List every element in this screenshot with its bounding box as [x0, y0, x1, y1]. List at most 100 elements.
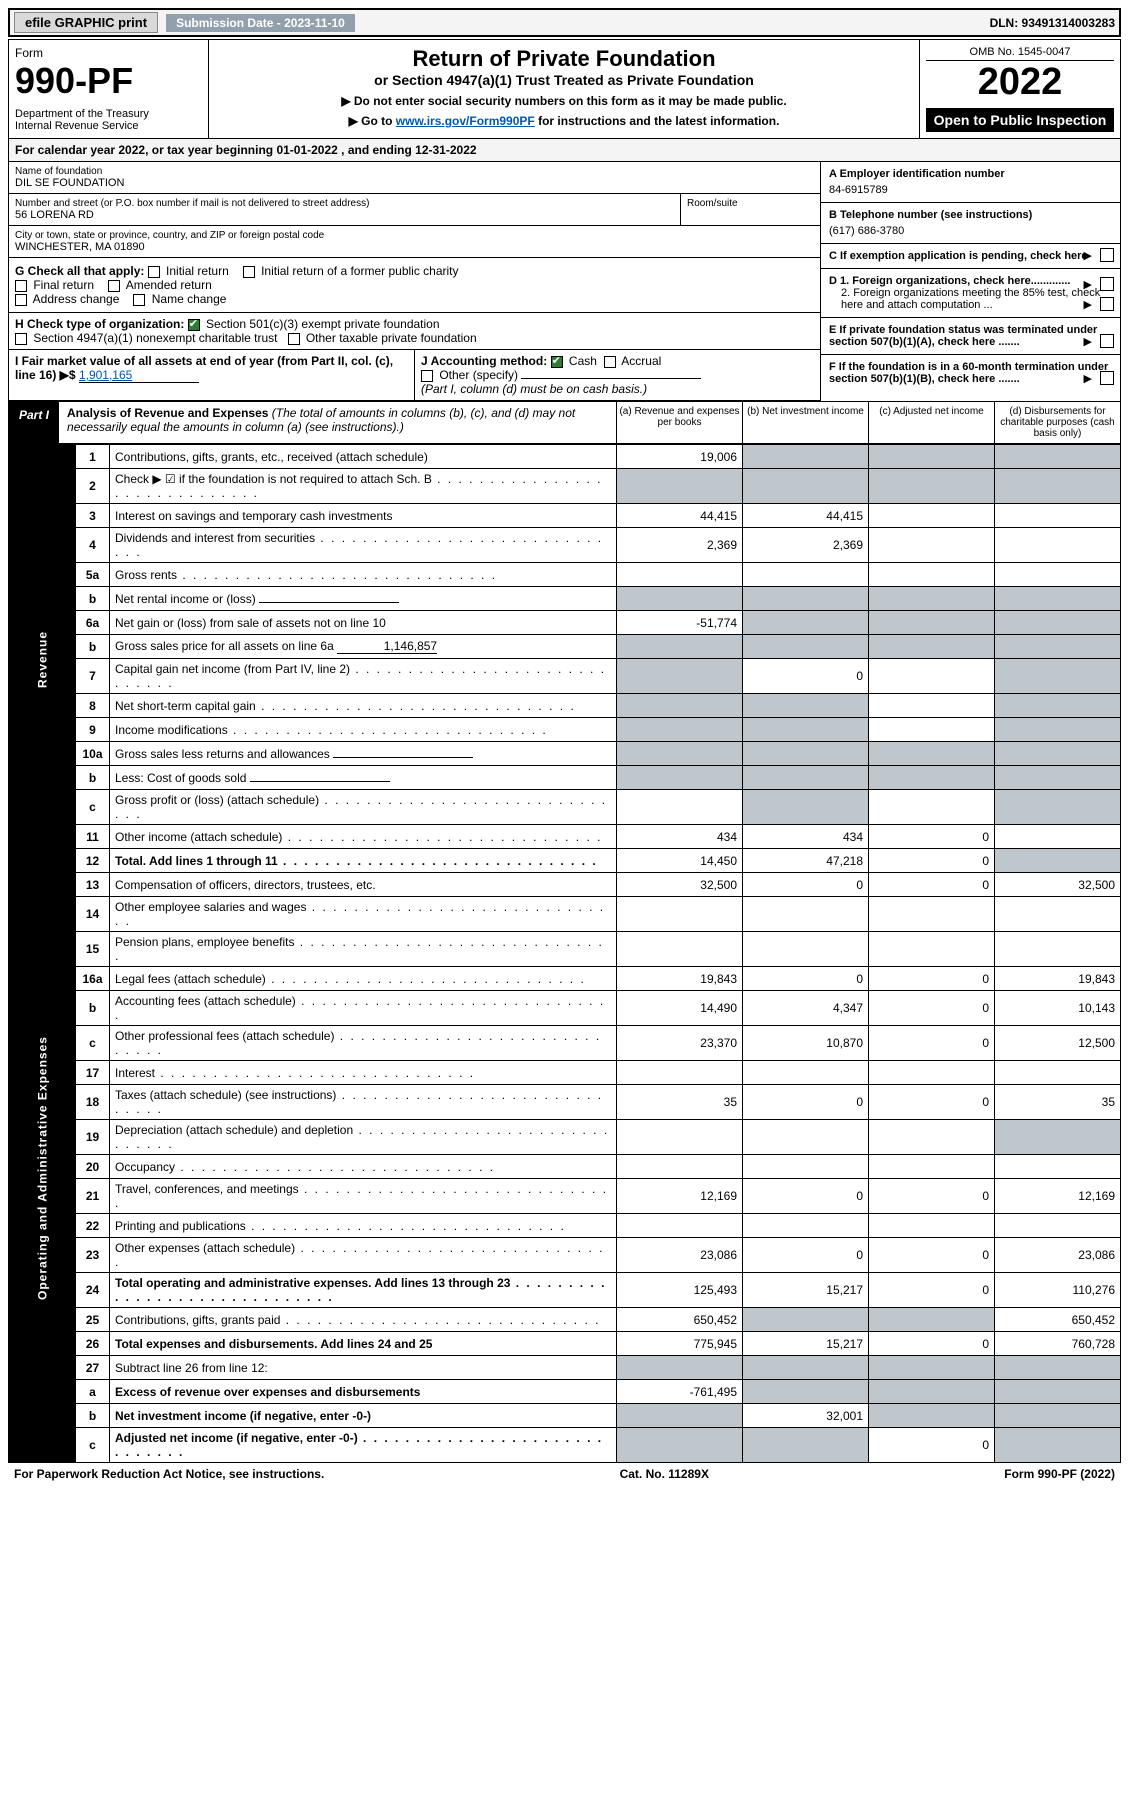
j-cash-checkbox[interactable]	[551, 356, 563, 368]
table-row: 3Interest on savings and temporary cash …	[9, 504, 1121, 528]
table-row: cAdjusted net income (if negative, enter…	[9, 1428, 1121, 1463]
d1-checkbox[interactable]	[1100, 277, 1114, 291]
footer-left: For Paperwork Reduction Act Notice, see …	[14, 1467, 324, 1481]
h-opt2-checkbox[interactable]	[15, 333, 27, 345]
cell-d	[995, 587, 1121, 611]
cell-c: 0	[869, 1238, 995, 1273]
row-number: 2	[76, 469, 110, 504]
j-other-label: Other (specify)	[439, 368, 518, 382]
g-opt-checkbox[interactable]	[108, 280, 120, 292]
cell-b	[743, 932, 869, 967]
cell-d	[995, 932, 1121, 967]
g-opt-checkbox[interactable]	[15, 294, 27, 306]
form-number: 990-PF	[15, 60, 202, 102]
cell-d	[995, 790, 1121, 825]
g-opt-checkbox[interactable]	[243, 266, 255, 278]
row-number: c	[76, 1428, 110, 1463]
cell-c	[869, 766, 995, 790]
row-desc: Other expenses (attach schedule)	[110, 1238, 617, 1273]
table-row: 24Total operating and administrative exp…	[9, 1273, 1121, 1308]
cell-a: 23,370	[617, 1026, 743, 1061]
row-desc: Interest	[110, 1061, 617, 1085]
cell-c	[869, 635, 995, 659]
c-checkbox[interactable]	[1100, 248, 1114, 262]
arrow-icon: ▶	[1084, 249, 1092, 262]
cell-c	[869, 897, 995, 932]
row-number: 26	[76, 1332, 110, 1356]
expenses-sidelabel: Operating and Administrative Expenses	[9, 873, 76, 1463]
efile-print-button[interactable]: efile GRAPHIC print	[14, 12, 158, 33]
cell-d	[995, 1356, 1121, 1380]
cell-c: 0	[869, 1428, 995, 1463]
table-row: cOther professional fees (attach schedul…	[9, 1026, 1121, 1061]
form990pf-link[interactable]: www.irs.gov/Form990PF	[396, 114, 535, 128]
row-number: b	[76, 1404, 110, 1428]
omb-number: OMB No. 1545-0047	[926, 46, 1114, 61]
cell-c: 0	[869, 991, 995, 1026]
cell-b	[743, 1356, 869, 1380]
cell-a	[617, 766, 743, 790]
cell-c	[869, 1061, 995, 1085]
table-row: 9Income modifications	[9, 718, 1121, 742]
j-other-checkbox[interactable]	[421, 370, 433, 382]
row-desc: Gross rents	[110, 563, 617, 587]
table-row: 27Subtract line 26 from line 12:	[9, 1356, 1121, 1380]
h-opt3-checkbox[interactable]	[288, 333, 300, 345]
row-number: 6a	[76, 611, 110, 635]
cell-a	[617, 1120, 743, 1155]
cell-b	[743, 1428, 869, 1463]
row-desc: Net gain or (loss) from sale of assets n…	[110, 611, 617, 635]
cell-c	[869, 718, 995, 742]
i-value[interactable]: 1,901,165	[79, 368, 199, 383]
cell-d	[995, 718, 1121, 742]
cell-a: 44,415	[617, 504, 743, 528]
g-opt-checkbox[interactable]	[133, 294, 145, 306]
table-row: 8Net short-term capital gain	[9, 694, 1121, 718]
j-accrual-checkbox[interactable]	[604, 356, 616, 368]
row-number: 3	[76, 504, 110, 528]
row-number: 27	[76, 1356, 110, 1380]
part1-tag: Part I	[9, 402, 59, 443]
cell-b	[743, 587, 869, 611]
part1-title: Analysis of Revenue and Expenses	[67, 406, 268, 420]
row-number: 5a	[76, 563, 110, 587]
cell-a	[617, 932, 743, 967]
part1-header: Part I Analysis of Revenue and Expenses …	[8, 402, 1121, 444]
cell-c: 0	[869, 967, 995, 991]
f-label: F If the foundation is in a 60-month ter…	[829, 361, 1108, 385]
d2-checkbox[interactable]	[1100, 297, 1114, 311]
row-desc: Depreciation (attach schedule) and deple…	[110, 1120, 617, 1155]
cell-a: 14,450	[617, 849, 743, 873]
cell-d	[995, 635, 1121, 659]
foundation-name: DIL SE FOUNDATION	[15, 177, 814, 189]
h-label: H Check type of organization:	[15, 317, 184, 331]
row-desc: Compensation of officers, directors, tru…	[110, 873, 617, 897]
instruction-line-2: ▶ Go to www.irs.gov/Form990PF for instru…	[215, 114, 913, 128]
row-number: 10a	[76, 742, 110, 766]
h-opt1-checkbox[interactable]	[188, 319, 200, 331]
row-desc: Contributions, gifts, grants, etc., rece…	[110, 445, 617, 469]
g-opt-checkbox[interactable]	[15, 280, 27, 292]
row-number: 13	[76, 873, 110, 897]
a-ein-label: A Employer identification number	[829, 168, 1112, 180]
e-checkbox[interactable]	[1100, 334, 1114, 348]
row-number: c	[76, 1026, 110, 1061]
j-accrual-label: Accrual	[621, 354, 661, 368]
cell-a	[617, 694, 743, 718]
cell-d: 12,169	[995, 1179, 1121, 1214]
row-number: 11	[76, 825, 110, 849]
cell-d	[995, 1214, 1121, 1238]
j-note: (Part I, column (d) must be on cash basi…	[421, 382, 647, 396]
cell-d	[995, 469, 1121, 504]
cell-d	[995, 659, 1121, 694]
cell-b	[743, 1155, 869, 1179]
f-checkbox[interactable]	[1100, 371, 1114, 385]
cell-a	[617, 742, 743, 766]
cell-d	[995, 1155, 1121, 1179]
cell-a: -51,774	[617, 611, 743, 635]
row-number: a	[76, 1380, 110, 1404]
table-row: Operating and Administrative Expenses13C…	[9, 873, 1121, 897]
g-opt-checkbox[interactable]	[148, 266, 160, 278]
submission-date-badge: Submission Date - 2023-11-10	[166, 14, 355, 32]
row-desc: Gross sales price for all assets on line…	[110, 635, 617, 659]
